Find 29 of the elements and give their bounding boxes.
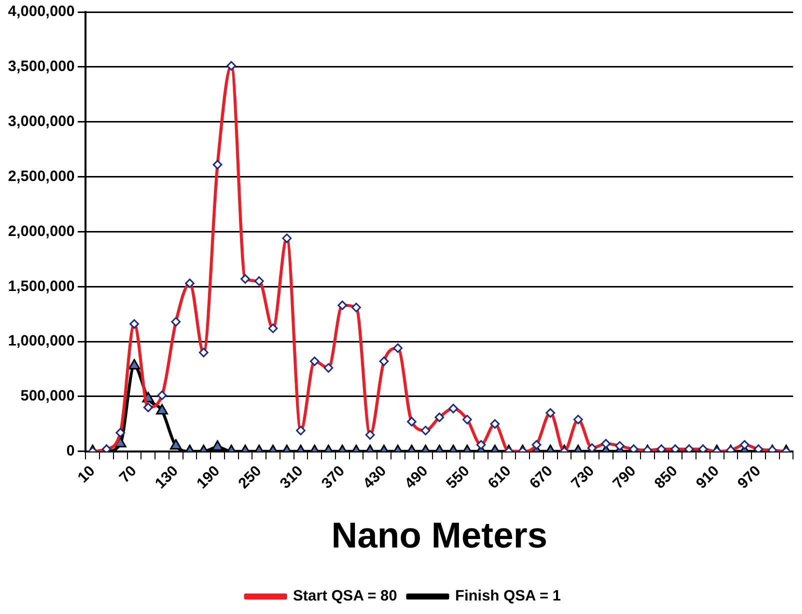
x-tick-label: 10 (74, 462, 98, 486)
x-tick-label: 610 (484, 462, 515, 492)
y-tick-label: 2,000,000 (8, 222, 75, 240)
y-tick-label: 1,000,000 (8, 332, 75, 350)
legend-label: Finish QSA = 1 (455, 588, 561, 605)
x-tick-label: 550 (443, 462, 473, 492)
y-tick-label: 2,500,000 (8, 168, 75, 185)
x-tick-label: 130 (152, 462, 182, 492)
x-tick-label: 310 (276, 462, 306, 492)
x-tick-label: 730 (568, 462, 598, 492)
x-tick-label: 250 (235, 462, 265, 492)
x-tick-label: 190 (194, 462, 224, 492)
y-tick-label: 3,000,000 (8, 112, 75, 130)
x-tick-label: 790 (610, 462, 640, 492)
y-tick-label: 1,500,000 (8, 278, 75, 295)
x-tick-label: 850 (651, 462, 681, 492)
y-tick-label: 3,500,000 (8, 58, 75, 76)
y-tick-label: 4,000,000 (8, 3, 75, 20)
legend-label: Start QSA = 80 (293, 588, 398, 605)
x-tick-label: 370 (318, 462, 348, 492)
x-axis-title: Nano Meters (331, 514, 548, 556)
x-tick-label: 490 (402, 462, 432, 492)
y-tick-label: 0 (66, 442, 75, 460)
x-tick-label: 910 (692, 462, 723, 492)
x-tick-label: 970 (734, 462, 764, 492)
x-tick-label: 670 (526, 462, 556, 492)
x-tick-label: 70 (116, 462, 140, 486)
y-tick-label: 500,000 (20, 388, 75, 405)
x-tick-label: 430 (360, 462, 390, 492)
